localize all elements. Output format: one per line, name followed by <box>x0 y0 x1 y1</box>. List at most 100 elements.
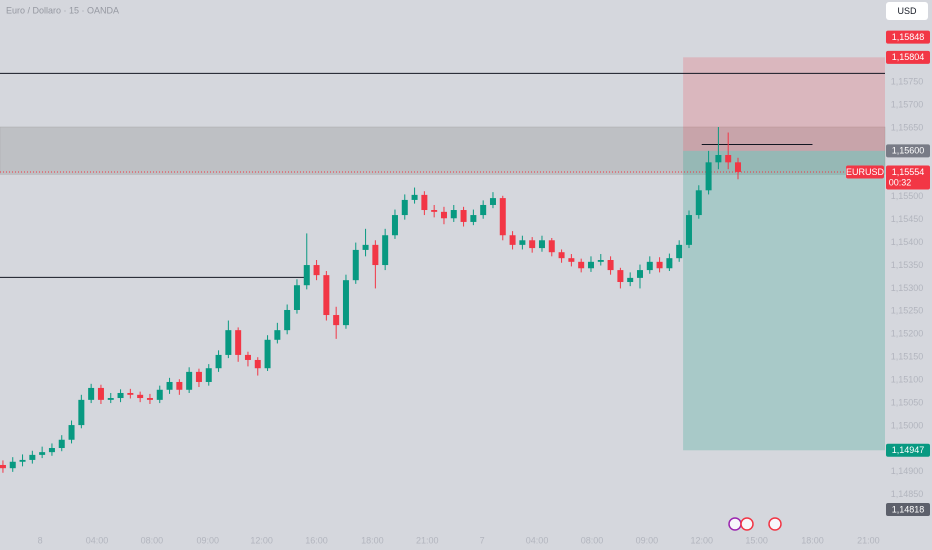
candle-body <box>58 439 65 449</box>
y-tick-label: 1,15300 <box>891 283 924 293</box>
candle-body <box>401 199 408 216</box>
countdown-label: 00:32 <box>889 177 912 187</box>
candle-body <box>156 389 163 400</box>
candle-body <box>235 330 242 355</box>
price-badge-label: 1,15600 <box>892 146 925 156</box>
price-badge-label: 1,14947 <box>892 445 925 455</box>
candle-body <box>489 198 496 205</box>
candle-body <box>215 354 222 369</box>
x-tick-label: 04:00 <box>526 535 549 545</box>
y-tick-label: 1,15400 <box>891 237 924 247</box>
candle-body <box>470 215 477 222</box>
candle-body <box>352 249 359 281</box>
symbol-badge <box>846 165 884 179</box>
event-icon[interactable] <box>740 517 754 531</box>
candle-body <box>411 194 418 200</box>
candle-body <box>558 252 565 259</box>
candle-body <box>499 198 506 236</box>
y-tick-label: 1,15050 <box>891 397 924 407</box>
candle-body <box>19 459 26 462</box>
x-tick-label: 09:00 <box>197 535 220 545</box>
x-tick-label: 7 <box>480 535 485 545</box>
candle-body <box>293 285 300 310</box>
price-badge <box>886 502 930 516</box>
y-tick-label: 1,15450 <box>891 214 924 224</box>
candle-body <box>636 270 643 278</box>
candle-body <box>685 215 692 245</box>
currency-button-label[interactable]: USD <box>897 6 917 16</box>
y-tick-label: 1,15250 <box>891 306 924 316</box>
candle-body <box>725 154 732 163</box>
price-badge <box>886 144 930 158</box>
x-tick-label: 04:00 <box>86 535 109 545</box>
candle-body <box>107 398 114 400</box>
candle-body <box>362 244 369 250</box>
candle-body <box>597 260 604 262</box>
y-tick-label: 1,15500 <box>891 191 924 201</box>
event-icons <box>728 517 782 531</box>
candle-body <box>568 258 575 262</box>
candle-body <box>431 210 438 212</box>
candle-body <box>333 315 340 326</box>
candle-body <box>372 244 379 266</box>
candle-body <box>29 454 36 460</box>
candle-body <box>607 260 614 271</box>
candle-body <box>323 275 330 316</box>
y-tick-label: 1,15700 <box>891 99 924 109</box>
x-tick-label: 21:00 <box>416 535 439 545</box>
candle-body <box>695 190 702 216</box>
y-tick-label: 1,15150 <box>891 352 924 362</box>
y-tick-label: 1,14850 <box>891 489 924 499</box>
x-tick-label: 8 <box>38 535 43 545</box>
candle-body <box>450 210 457 219</box>
candle-body <box>705 162 712 191</box>
overlays <box>0 57 886 451</box>
y-tick-label: 1,15750 <box>891 76 924 86</box>
candle-body <box>538 240 545 249</box>
candle-body <box>117 392 124 399</box>
candle-body <box>421 194 428 211</box>
reward-zone <box>683 150 885 451</box>
current-price-label: 1,15554 <box>892 167 925 177</box>
candle-body <box>195 371 202 382</box>
x-tick-label: 09:00 <box>636 535 659 545</box>
candle-body <box>0 464 6 469</box>
candle-body <box>254 359 261 369</box>
price-badge <box>886 443 930 457</box>
candle-body <box>676 244 683 259</box>
y-tick-label: 1,15100 <box>891 375 924 385</box>
candle-body <box>274 330 281 340</box>
candle-body <box>39 452 46 455</box>
candle-body <box>137 394 144 399</box>
current-price-badge <box>886 165 930 190</box>
candle-body <box>78 399 85 426</box>
candle-body <box>587 261 594 269</box>
y-tick-label: 1,15650 <box>891 122 924 132</box>
candle-body <box>509 235 516 245</box>
candle-body <box>166 381 173 390</box>
candle-body <box>127 392 134 395</box>
risk-zone <box>683 57 885 151</box>
price-badge <box>886 30 930 44</box>
candle-body <box>48 448 55 453</box>
x-tick-label: 15:00 <box>745 535 768 545</box>
candle-body <box>264 339 271 369</box>
x-tick-label: 21:00 <box>857 535 880 545</box>
x-tick-label: 18:00 <box>361 535 384 545</box>
x-tick-label: 08:00 <box>141 535 164 545</box>
x-tick-label: 08:00 <box>581 535 604 545</box>
candle-body <box>548 240 555 253</box>
candle-body <box>715 154 722 163</box>
candle-body <box>342 280 349 326</box>
y-tick-label: 1,14900 <box>891 466 924 476</box>
currency-button[interactable] <box>886 2 928 20</box>
candle-body <box>646 261 653 271</box>
candle-body <box>666 258 673 269</box>
x-tick-label: 16:00 <box>305 535 328 545</box>
event-icon[interactable] <box>728 517 742 531</box>
candle-body <box>480 204 487 216</box>
event-icon[interactable] <box>768 517 782 531</box>
